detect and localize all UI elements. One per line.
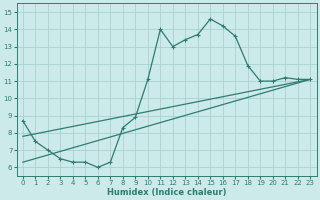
- X-axis label: Humidex (Indice chaleur): Humidex (Indice chaleur): [107, 188, 226, 197]
